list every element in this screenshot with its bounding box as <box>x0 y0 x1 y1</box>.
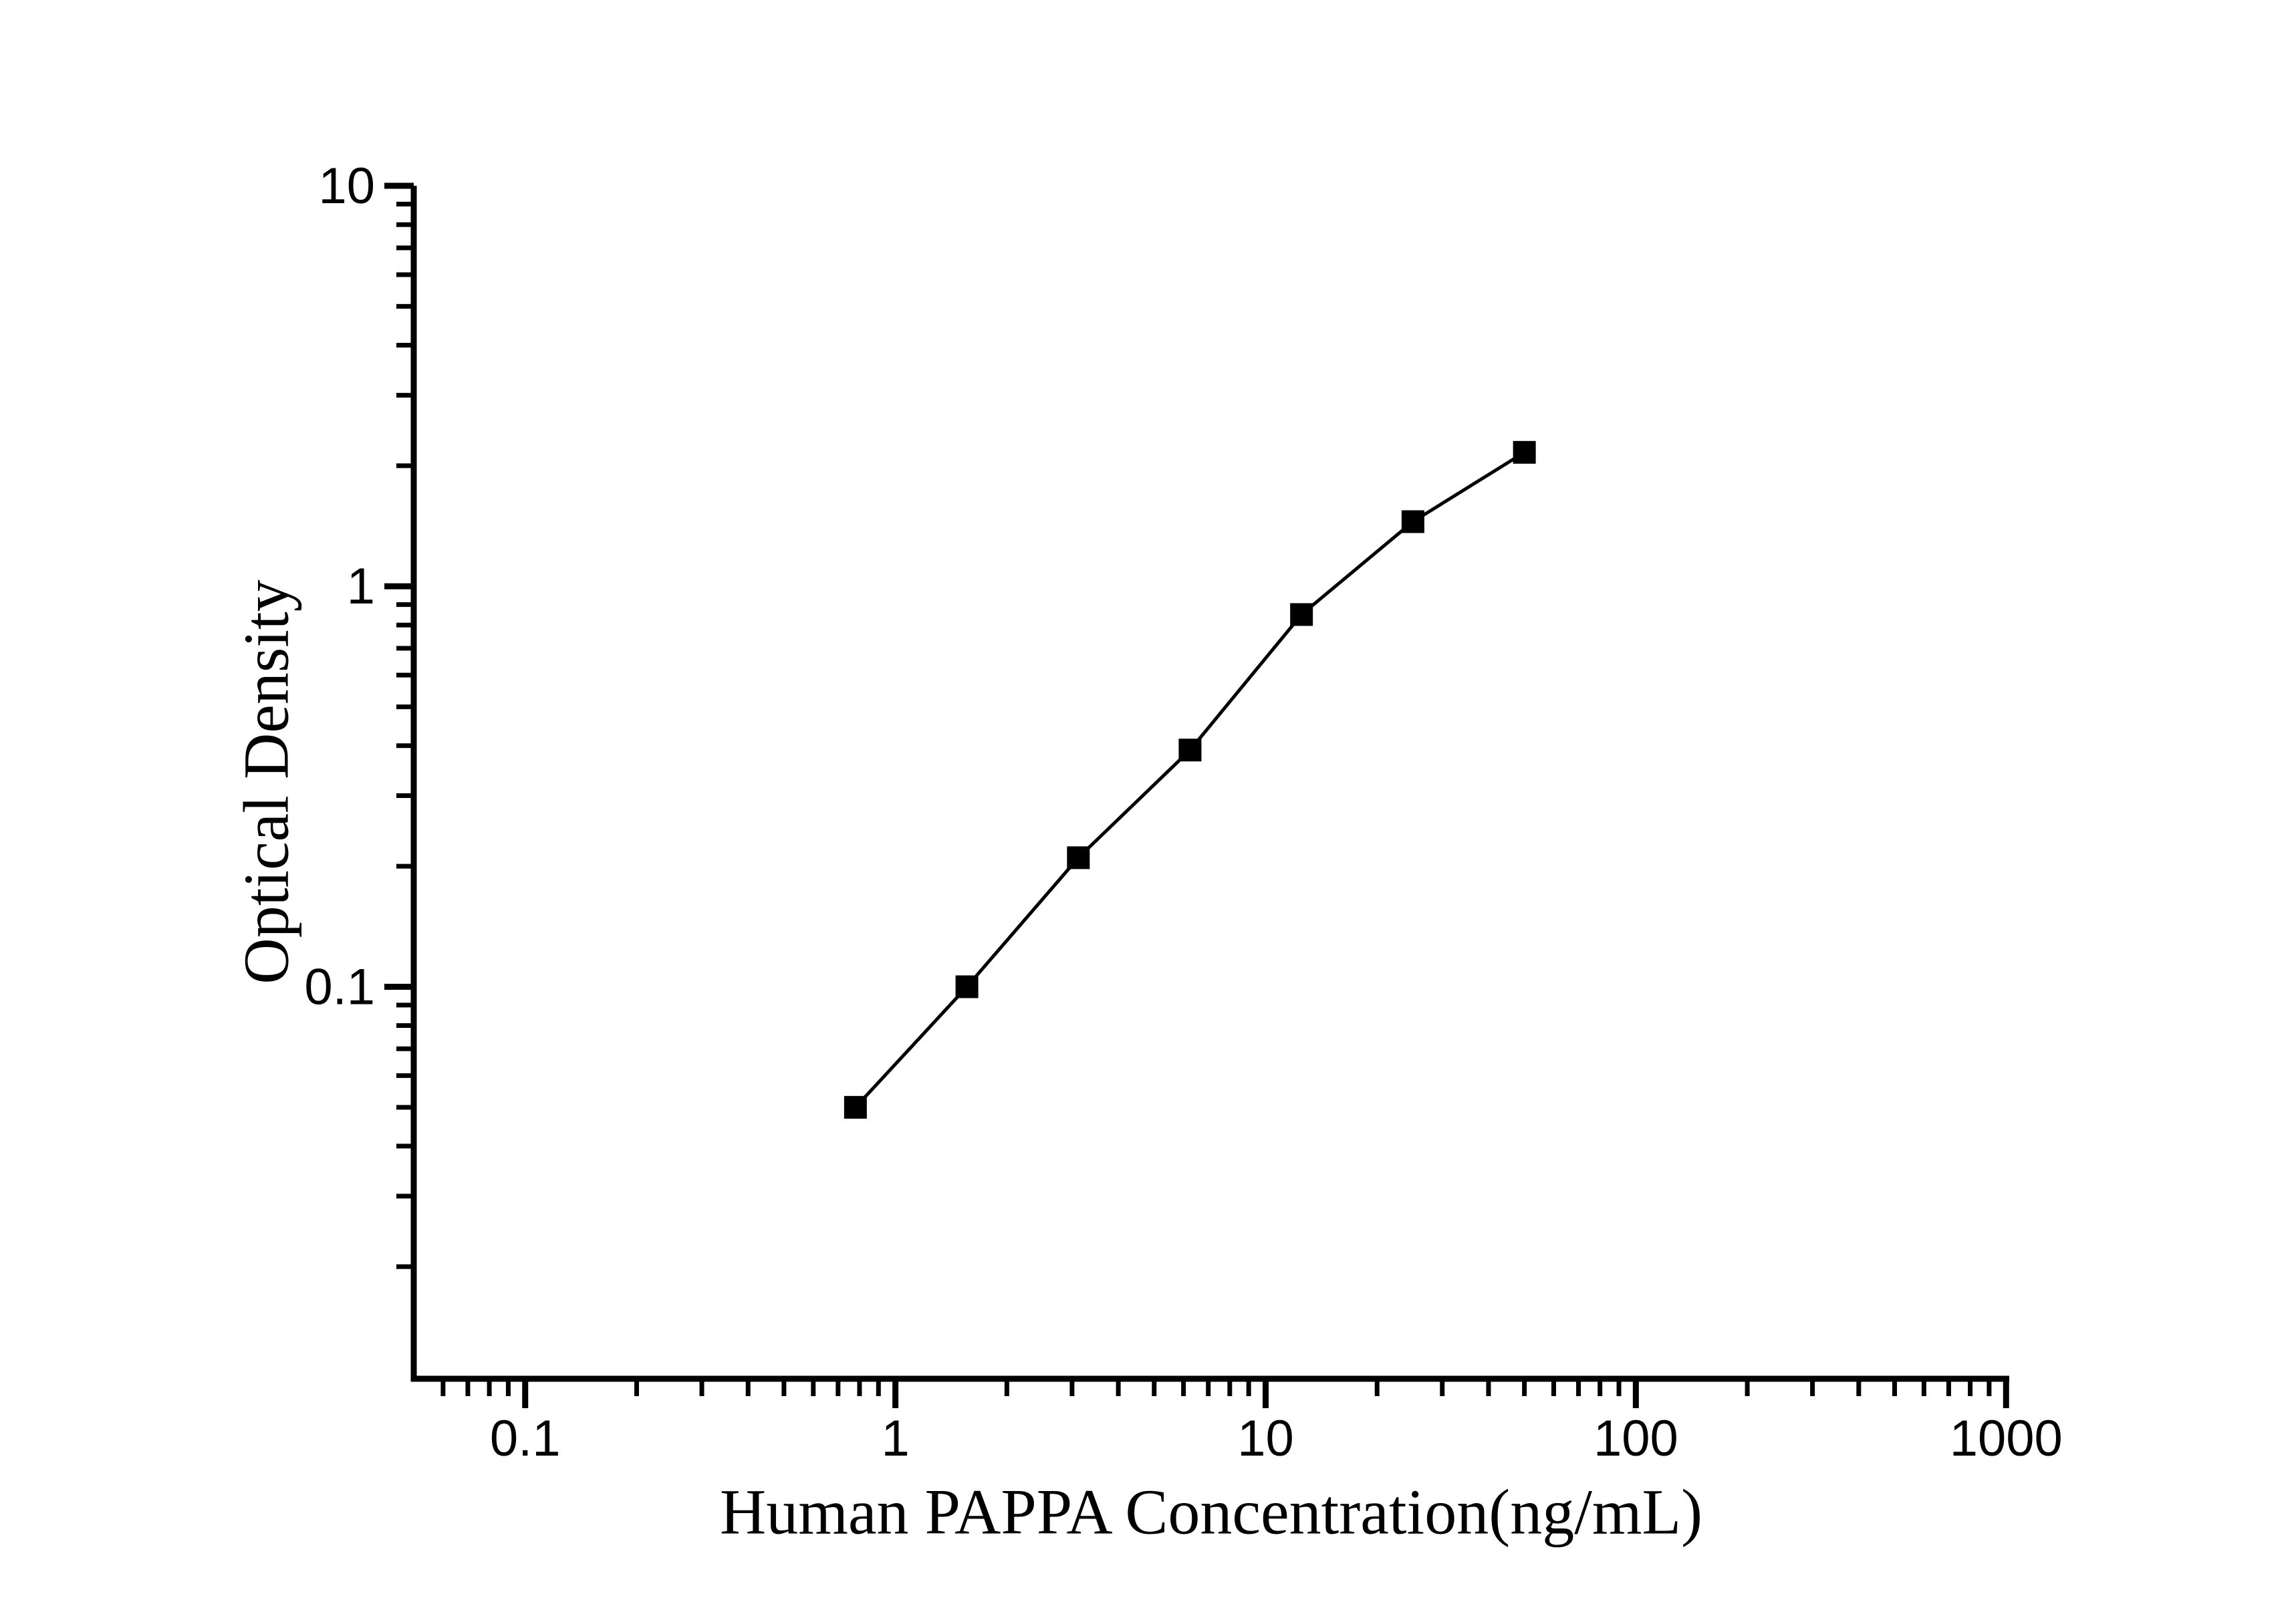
curve-line <box>854 450 1525 1109</box>
data-point-marker <box>1513 440 1536 464</box>
x-axis-title: Human PAPPA Concentration(ng/mL) <box>719 1476 1703 1548</box>
x-tick-label: 100 <box>1593 1410 1678 1467</box>
y-tick-label: 10 <box>318 158 375 215</box>
x-tick-label: 0.1 <box>490 1410 561 1467</box>
data-point-marker <box>1067 846 1090 869</box>
x-tick-label: 1000 <box>1950 1410 2063 1467</box>
x-tick-label: 1 <box>881 1410 909 1467</box>
x-tick-label: 10 <box>1237 1410 1294 1467</box>
y-tick-label: 0.1 <box>304 958 375 1015</box>
data-point-marker <box>955 975 979 998</box>
data-point-marker <box>844 1095 867 1119</box>
data-point-marker <box>1290 603 1313 626</box>
data-point-marker <box>1178 739 1202 762</box>
data-point-marker <box>1401 510 1424 533</box>
y-tick-label: 1 <box>347 558 375 615</box>
y-axis-title: Optical Density <box>230 579 302 984</box>
